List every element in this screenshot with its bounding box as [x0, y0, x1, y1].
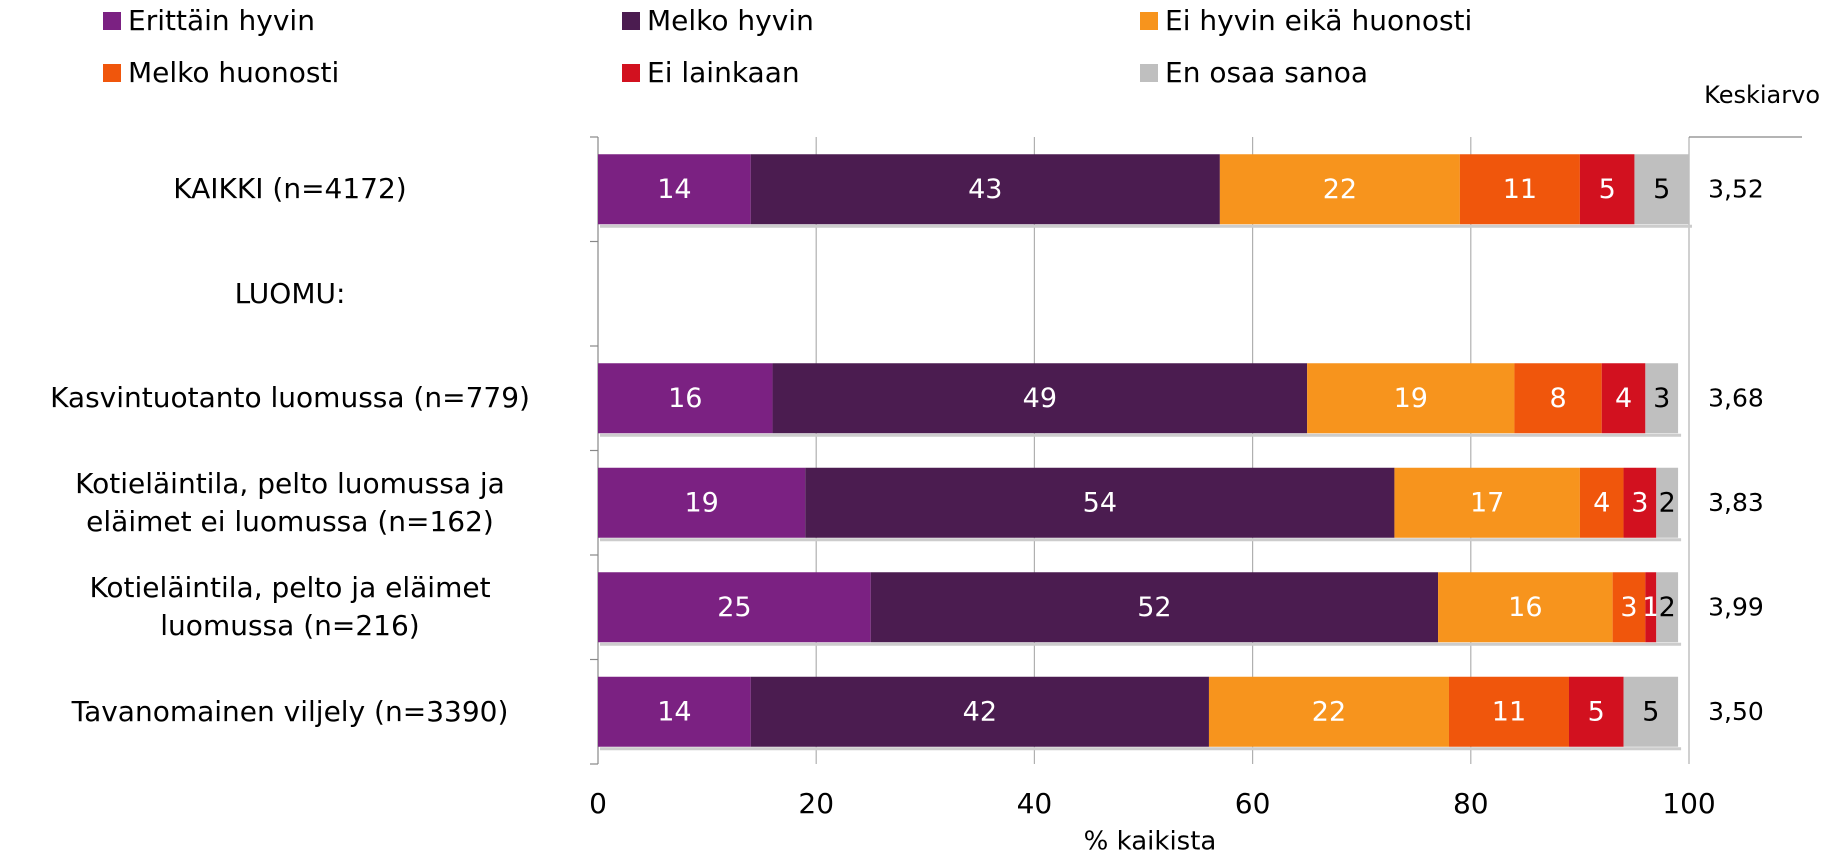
bar-segment — [598, 676, 751, 747]
bar-segment — [1394, 467, 1580, 538]
data-label: 1 — [1642, 592, 1659, 623]
x-tick-label: 100 — [1662, 787, 1715, 820]
legend-swatch — [1140, 12, 1158, 30]
data-label: 22 — [1312, 696, 1346, 727]
legend-swatch — [1140, 64, 1158, 82]
bar-segment — [1645, 363, 1679, 434]
legend-swatch — [103, 12, 121, 30]
bar-segment — [1438, 572, 1613, 643]
data-label: 49 — [1023, 383, 1057, 414]
legend-swatch — [103, 64, 121, 82]
bar-segment — [1448, 676, 1569, 747]
mean-label: 3,99 — [1708, 592, 1764, 621]
bar-segment — [598, 154, 751, 225]
data-label: 17 — [1470, 487, 1504, 518]
bar-segment — [870, 572, 1439, 643]
bar-segment — [1601, 363, 1646, 434]
bar-segment — [1514, 363, 1602, 434]
bar-segment — [1307, 363, 1515, 434]
bar-segment — [1219, 154, 1460, 225]
data-label: 16 — [668, 383, 702, 414]
data-label: 19 — [1394, 383, 1428, 414]
data-label: 22 — [1323, 174, 1357, 205]
data-label: 2 — [1659, 487, 1676, 518]
mean-label: 3,83 — [1708, 488, 1764, 517]
x-tick-label: 80 — [1453, 787, 1489, 820]
data-label: 3 — [1653, 383, 1670, 414]
x-tick-label: 40 — [1017, 787, 1053, 820]
category-label: Kotieläintila, pelto luomussa ja eläimet… — [75, 466, 505, 538]
bar-segment — [750, 154, 1220, 225]
bar-segment — [598, 572, 871, 643]
data-label: 8 — [1549, 383, 1566, 414]
bar-segment — [772, 363, 1308, 434]
category-label: Tavanomainen viljely (n=3390) — [71, 694, 509, 728]
data-label: 4 — [1593, 487, 1610, 518]
legend-label: Ei hyvin eikä huonosti — [1165, 4, 1472, 37]
data-label: 42 — [963, 696, 997, 727]
data-label: 2 — [1659, 592, 1676, 623]
mean-label: 3,68 — [1708, 383, 1764, 412]
bar-segment — [1623, 676, 1679, 747]
x-tick-label: 60 — [1235, 787, 1271, 820]
data-label: 19 — [684, 487, 718, 518]
data-label: 16 — [1508, 592, 1542, 623]
data-label: 5 — [1642, 696, 1659, 727]
data-label: 52 — [1137, 592, 1171, 623]
data-label: 14 — [657, 174, 691, 205]
bar-segment — [1656, 572, 1679, 643]
bar-segment — [1208, 676, 1449, 747]
category-label: KAIKKI (n=4172) — [173, 172, 407, 206]
legend-label: Melko huonosti — [128, 56, 339, 89]
bar-segment — [1623, 467, 1657, 538]
mean-label: 3,50 — [1708, 697, 1764, 726]
legend-label: Erittäin hyvin — [128, 4, 315, 37]
data-label: 5 — [1653, 174, 1670, 205]
bar-segment — [1579, 467, 1624, 538]
data-label: 11 — [1503, 174, 1537, 205]
data-label: 5 — [1588, 696, 1605, 727]
bar-segment — [598, 467, 806, 538]
legend-label: En osaa sanoa — [1165, 56, 1368, 89]
data-label: 5 — [1599, 174, 1616, 205]
bar-segment — [1634, 154, 1689, 225]
data-label: 25 — [717, 592, 751, 623]
bar-segment — [1656, 467, 1679, 538]
category-label: Kasvintuotanto luomussa (n=779) — [50, 381, 530, 415]
data-label: 3 — [1620, 592, 1637, 623]
bar-segment — [750, 676, 1209, 747]
data-label: 3 — [1631, 487, 1648, 518]
legend-swatch — [622, 12, 640, 30]
data-label: 43 — [968, 174, 1002, 205]
bar-segment — [598, 363, 773, 434]
bar-segment — [1568, 676, 1624, 747]
bar-segment — [1645, 572, 1657, 643]
data-label: 54 — [1083, 487, 1117, 518]
legend-label: Ei lainkaan — [647, 56, 800, 89]
data-label: 14 — [657, 696, 691, 727]
legend-label: Melko hyvin — [647, 4, 814, 37]
bar-segment — [1579, 154, 1635, 225]
bar-segment — [1459, 154, 1580, 225]
x-tick-label: 20 — [798, 787, 834, 820]
mean-label: 3,52 — [1708, 174, 1764, 203]
x-tick-label: 0 — [589, 787, 607, 820]
legend-swatch — [622, 64, 640, 82]
bar-segment — [805, 467, 1395, 538]
data-label: 4 — [1615, 383, 1632, 414]
bar-segment — [1612, 572, 1646, 643]
x-axis-label: % kaikista — [1084, 827, 1217, 856]
data-label: 11 — [1492, 696, 1526, 727]
category-label: LUOMU: — [234, 276, 346, 310]
category-label: Kotieläintila, pelto ja eläimet luomussa… — [89, 571, 491, 643]
mean-title: Keskiarvo — [1704, 81, 1820, 109]
